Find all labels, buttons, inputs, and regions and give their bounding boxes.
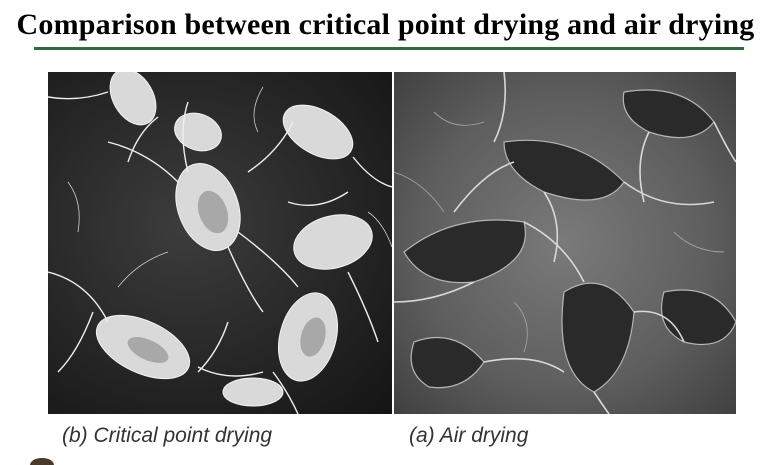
critical-point-drying-caption: (b) Critical point drying <box>62 424 272 448</box>
air-drying-caption: (a) Air drying <box>409 424 528 448</box>
air-drying-micrograph <box>394 72 736 414</box>
corner-decoration <box>30 458 54 465</box>
slide-title: Comparison between critical point drying… <box>0 8 771 42</box>
title-underline <box>34 47 744 50</box>
critical-point-drying-micrograph <box>48 72 392 414</box>
